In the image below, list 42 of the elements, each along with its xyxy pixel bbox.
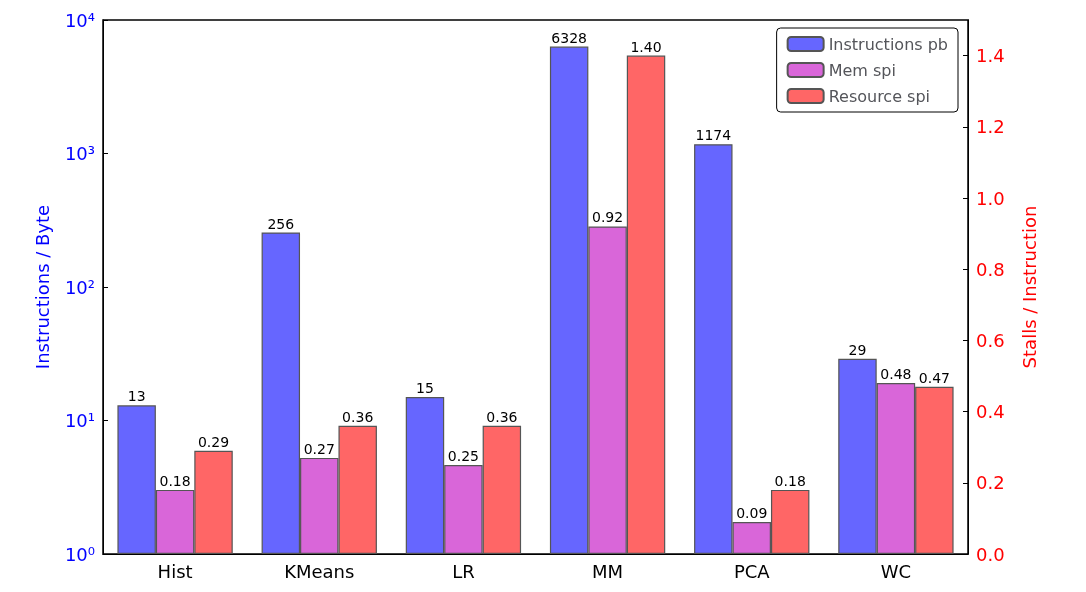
x-tick-label: MM [592,560,624,582]
y-tick-label: 10⁴ [64,9,95,31]
data-label: 0.92 [592,209,624,226]
x-tick-label: WC [880,560,912,582]
y-axis-title: Instructions / Byte [31,204,53,370]
y2-tick-label: 0.0 [976,543,1005,565]
data-label: 29 [848,341,867,358]
data-label: 0.09 [736,504,768,521]
y2-tick-label: 1.2 [976,116,1005,138]
y2-tick-label: 0.8 [976,258,1005,280]
legend-label: Mem spi [828,60,896,80]
legend-label: Instructions pb [828,34,949,54]
y2-tick-label: 0.2 [976,472,1005,494]
data-label: 0.48 [880,366,912,383]
y2-tick-label: 1.0 [976,187,1005,209]
y2-tick-label: 0.4 [976,401,1005,423]
data-label: 0.18 [159,472,191,489]
y-tick-label: 10² [64,276,95,298]
data-label: 256 [267,215,295,232]
y2-axis-title: Stalls / Instruction [1018,205,1040,369]
x-tick-label: Hist [157,560,193,582]
x-tick-label: KMeans [284,560,355,582]
data-label: 0.29 [197,433,230,450]
data-label: 1174 [695,127,732,144]
data-label: 6328 [551,29,587,46]
y-tick-label: 10¹ [64,410,95,431]
x-tick-label: LR [452,560,475,582]
data-label: 0.18 [774,472,806,489]
y2-tick-label: 0.6 [976,329,1005,351]
data-label: 0.36 [486,408,518,425]
y2-tick-label: 1.4 [976,45,1005,67]
data-label: 13 [127,388,146,405]
x-tick-label: PCA [733,560,771,582]
legend-label: Resource spi [828,86,931,106]
data-label: 0.27 [303,440,335,457]
y-tick-label: 10⁰ [64,543,95,565]
data-label: 0.36 [342,408,374,425]
y-tick-label: 10³ [64,143,95,164]
data-label: 0.25 [447,448,479,464]
data-label: 1.40 [630,38,662,55]
data-label: 15 [416,379,434,396]
data-label: 0.47 [918,369,950,386]
